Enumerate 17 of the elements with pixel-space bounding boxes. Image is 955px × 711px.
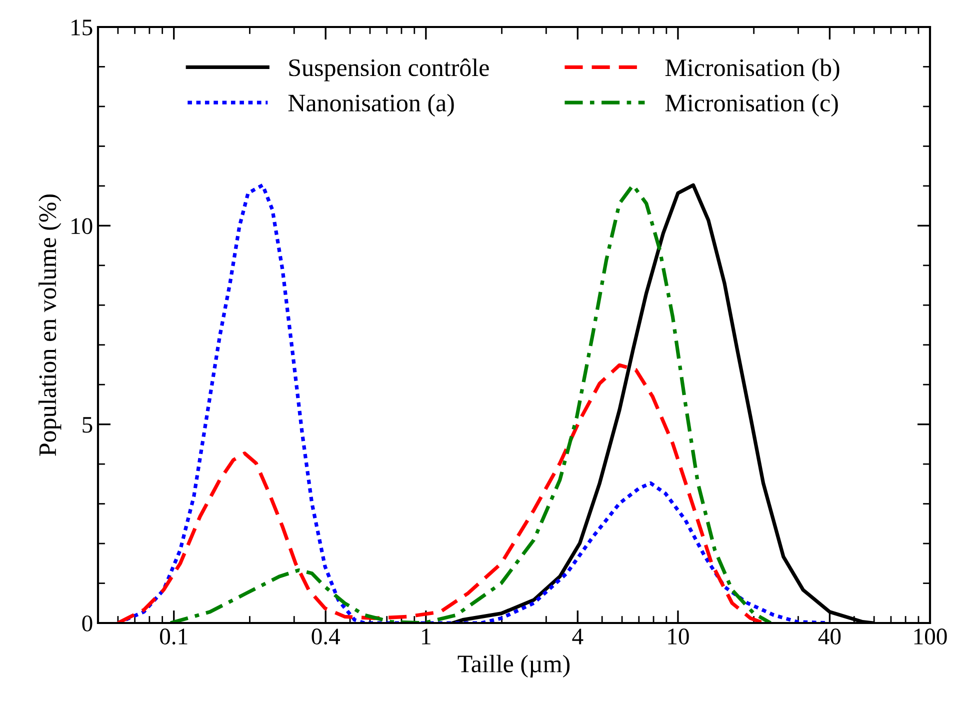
- y-tick-label: 10: [72, 218, 92, 234]
- x-tick-label: 0.4: [312, 628, 340, 645]
- legend-label: Suspension contrôle: [289, 58, 489, 82]
- x-tick-label: 100: [914, 628, 947, 644]
- x-tick-label: 1: [422, 628, 430, 644]
- x-tick-label: 10: [668, 628, 689, 644]
- y-tick-label: 5: [82, 417, 92, 433]
- x-tick-label: 0.1: [160, 628, 188, 645]
- legend-label: Nanonisation (a): [288, 94, 454, 117]
- x-tick-label: 40: [818, 628, 841, 644]
- legend-label: Micronisation (c): [665, 94, 838, 117]
- legend-label: Micronisation (b): [665, 58, 840, 82]
- x-tick-label: 4: [572, 628, 584, 644]
- y-axis-title: Population en volume (%): [38, 194, 62, 456]
- y-tick-label: 0: [82, 615, 92, 632]
- y-tick-label: 15: [72, 20, 92, 36]
- x-axis-title: Taille (µm): [458, 654, 570, 678]
